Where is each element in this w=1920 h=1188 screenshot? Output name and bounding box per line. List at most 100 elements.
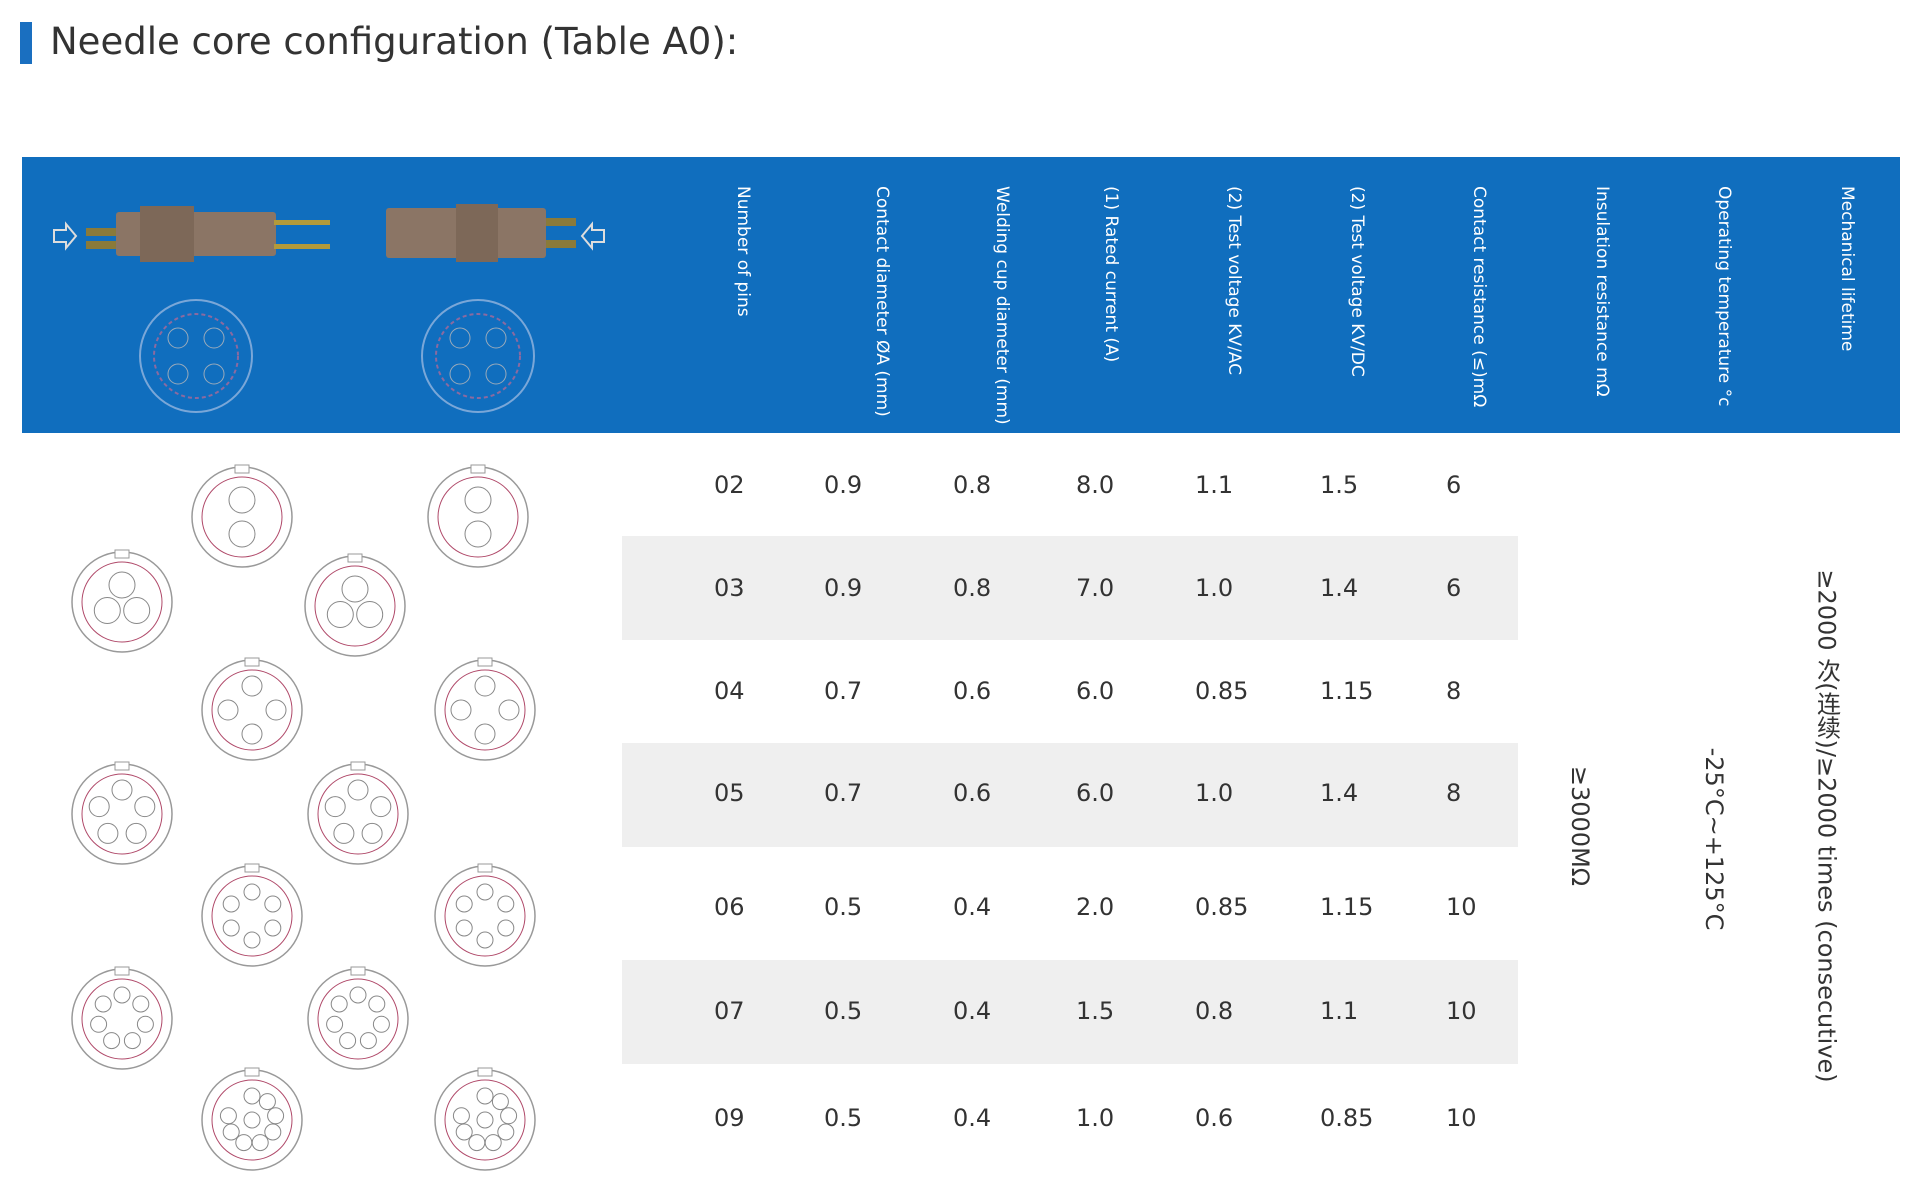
drawing-part <box>201 1069 303 1171</box>
table-cell: 07 <box>714 997 745 1025</box>
drawing-part <box>243 883 261 901</box>
drawing-part <box>434 865 536 967</box>
table-cell: 0.8 <box>953 574 992 602</box>
table-cell: 8 <box>1446 677 1462 705</box>
drawing-part <box>201 476 283 558</box>
drawing-part <box>191 466 293 568</box>
drawing-part <box>201 865 303 967</box>
plug-side-view <box>53 206 330 413</box>
table-cell: 1.15 <box>1320 893 1374 921</box>
drawing-part <box>491 1093 509 1111</box>
drawing-part <box>132 995 150 1013</box>
drawing-part <box>81 773 163 855</box>
table-cell: 0.5 <box>824 893 863 921</box>
drawing-part <box>211 1079 293 1161</box>
table-cell: 1.0 <box>1195 779 1234 807</box>
table-cell: 03 <box>714 574 745 602</box>
title-marker <box>20 22 32 64</box>
table-cell: 06 <box>714 893 745 921</box>
drawing-part <box>464 520 492 548</box>
drawing-part <box>222 1123 240 1141</box>
drawing-part <box>71 763 173 865</box>
drawing-part <box>333 822 355 844</box>
table-cell: 1.4 <box>1320 779 1359 807</box>
drawing-part <box>123 597 151 624</box>
drawing-part <box>228 520 256 548</box>
drawing-part <box>244 1067 260 1077</box>
table-cell: 1.1 <box>1320 997 1359 1025</box>
table-cell: 0.6 <box>953 779 992 807</box>
drawing-part <box>477 657 493 667</box>
drawing-part <box>113 986 131 1004</box>
column-header: Welding cup diameter (mm) <box>992 186 1012 425</box>
column-header: Contact diameter ØA (mm) <box>872 186 892 417</box>
drawing-part <box>497 1123 515 1141</box>
table-cell: 8 <box>1446 779 1462 807</box>
table-cell: 7.0 <box>1076 574 1115 602</box>
drawing-part <box>211 875 293 957</box>
table-cell: 6.0 <box>1076 677 1115 705</box>
drawing-part <box>111 779 133 801</box>
drawing-part <box>350 761 366 771</box>
drawing-part <box>437 476 519 558</box>
drawing-part <box>243 1111 261 1129</box>
drawing-part <box>265 699 287 721</box>
drawing-part <box>136 1015 154 1033</box>
drawing-part <box>476 883 494 901</box>
drawing-part <box>88 796 110 818</box>
column-header: Number of pins <box>733 186 753 317</box>
table-cell: 10 <box>1446 1104 1477 1132</box>
drawing-part <box>241 723 263 745</box>
drawing-part <box>251 1134 269 1152</box>
drawing-part <box>326 601 354 628</box>
table-cell: 1.0 <box>1195 574 1234 602</box>
pin-faces <box>71 464 536 1171</box>
drawing-part <box>470 464 486 474</box>
drawing-part <box>114 761 130 771</box>
drawing-part <box>264 895 282 913</box>
drawing-part <box>497 919 515 937</box>
table-cell: 0.85 <box>1195 677 1249 705</box>
drawing-part <box>81 978 163 1060</box>
row-shade <box>622 536 1518 640</box>
drawing-part <box>474 723 496 745</box>
drawing-part <box>244 863 260 873</box>
drawing-part <box>455 1123 473 1141</box>
drawing-part <box>219 1107 237 1125</box>
drawing-part <box>349 986 367 1004</box>
table-cell: 0.5 <box>824 997 863 1025</box>
drawing-part <box>500 1107 518 1125</box>
table-header <box>22 157 1900 433</box>
temperature-value: -25°C~+125°C <box>1700 747 1728 931</box>
column-header: (1) Rated current (A) <box>1101 186 1121 363</box>
table-cell: 04 <box>714 677 745 705</box>
table-cell: 0.4 <box>953 893 992 921</box>
table-cell: 0.4 <box>953 1104 992 1132</box>
drawing-part <box>324 796 346 818</box>
drawing-part <box>258 1093 276 1111</box>
drawing-part <box>359 1032 377 1050</box>
drawing-part <box>90 1015 108 1033</box>
table-cell: 0.8 <box>953 471 992 499</box>
table-cell: 05 <box>714 779 745 807</box>
column-header: Mechanical lifetime <box>1837 186 1857 352</box>
table-cell: 0.4 <box>953 997 992 1025</box>
drawing-part <box>264 919 282 937</box>
drawing-part <box>307 763 409 865</box>
drawing-part <box>350 966 366 976</box>
drawing-part <box>452 1107 470 1125</box>
drawing-part <box>484 1134 502 1152</box>
socket-side-view <box>386 204 605 413</box>
drawing-part <box>244 657 260 667</box>
drawing-part <box>267 1107 285 1125</box>
drawing-part <box>125 822 147 844</box>
drawing-part <box>243 1087 261 1105</box>
drawing-part <box>477 863 493 873</box>
drawing-part <box>476 931 494 949</box>
drawing-part <box>228 486 256 514</box>
drawing-part <box>434 659 536 761</box>
drawing-part <box>307 968 409 1070</box>
table-cell: 0.6 <box>1195 1104 1234 1132</box>
table-cell: 0.7 <box>824 677 863 705</box>
